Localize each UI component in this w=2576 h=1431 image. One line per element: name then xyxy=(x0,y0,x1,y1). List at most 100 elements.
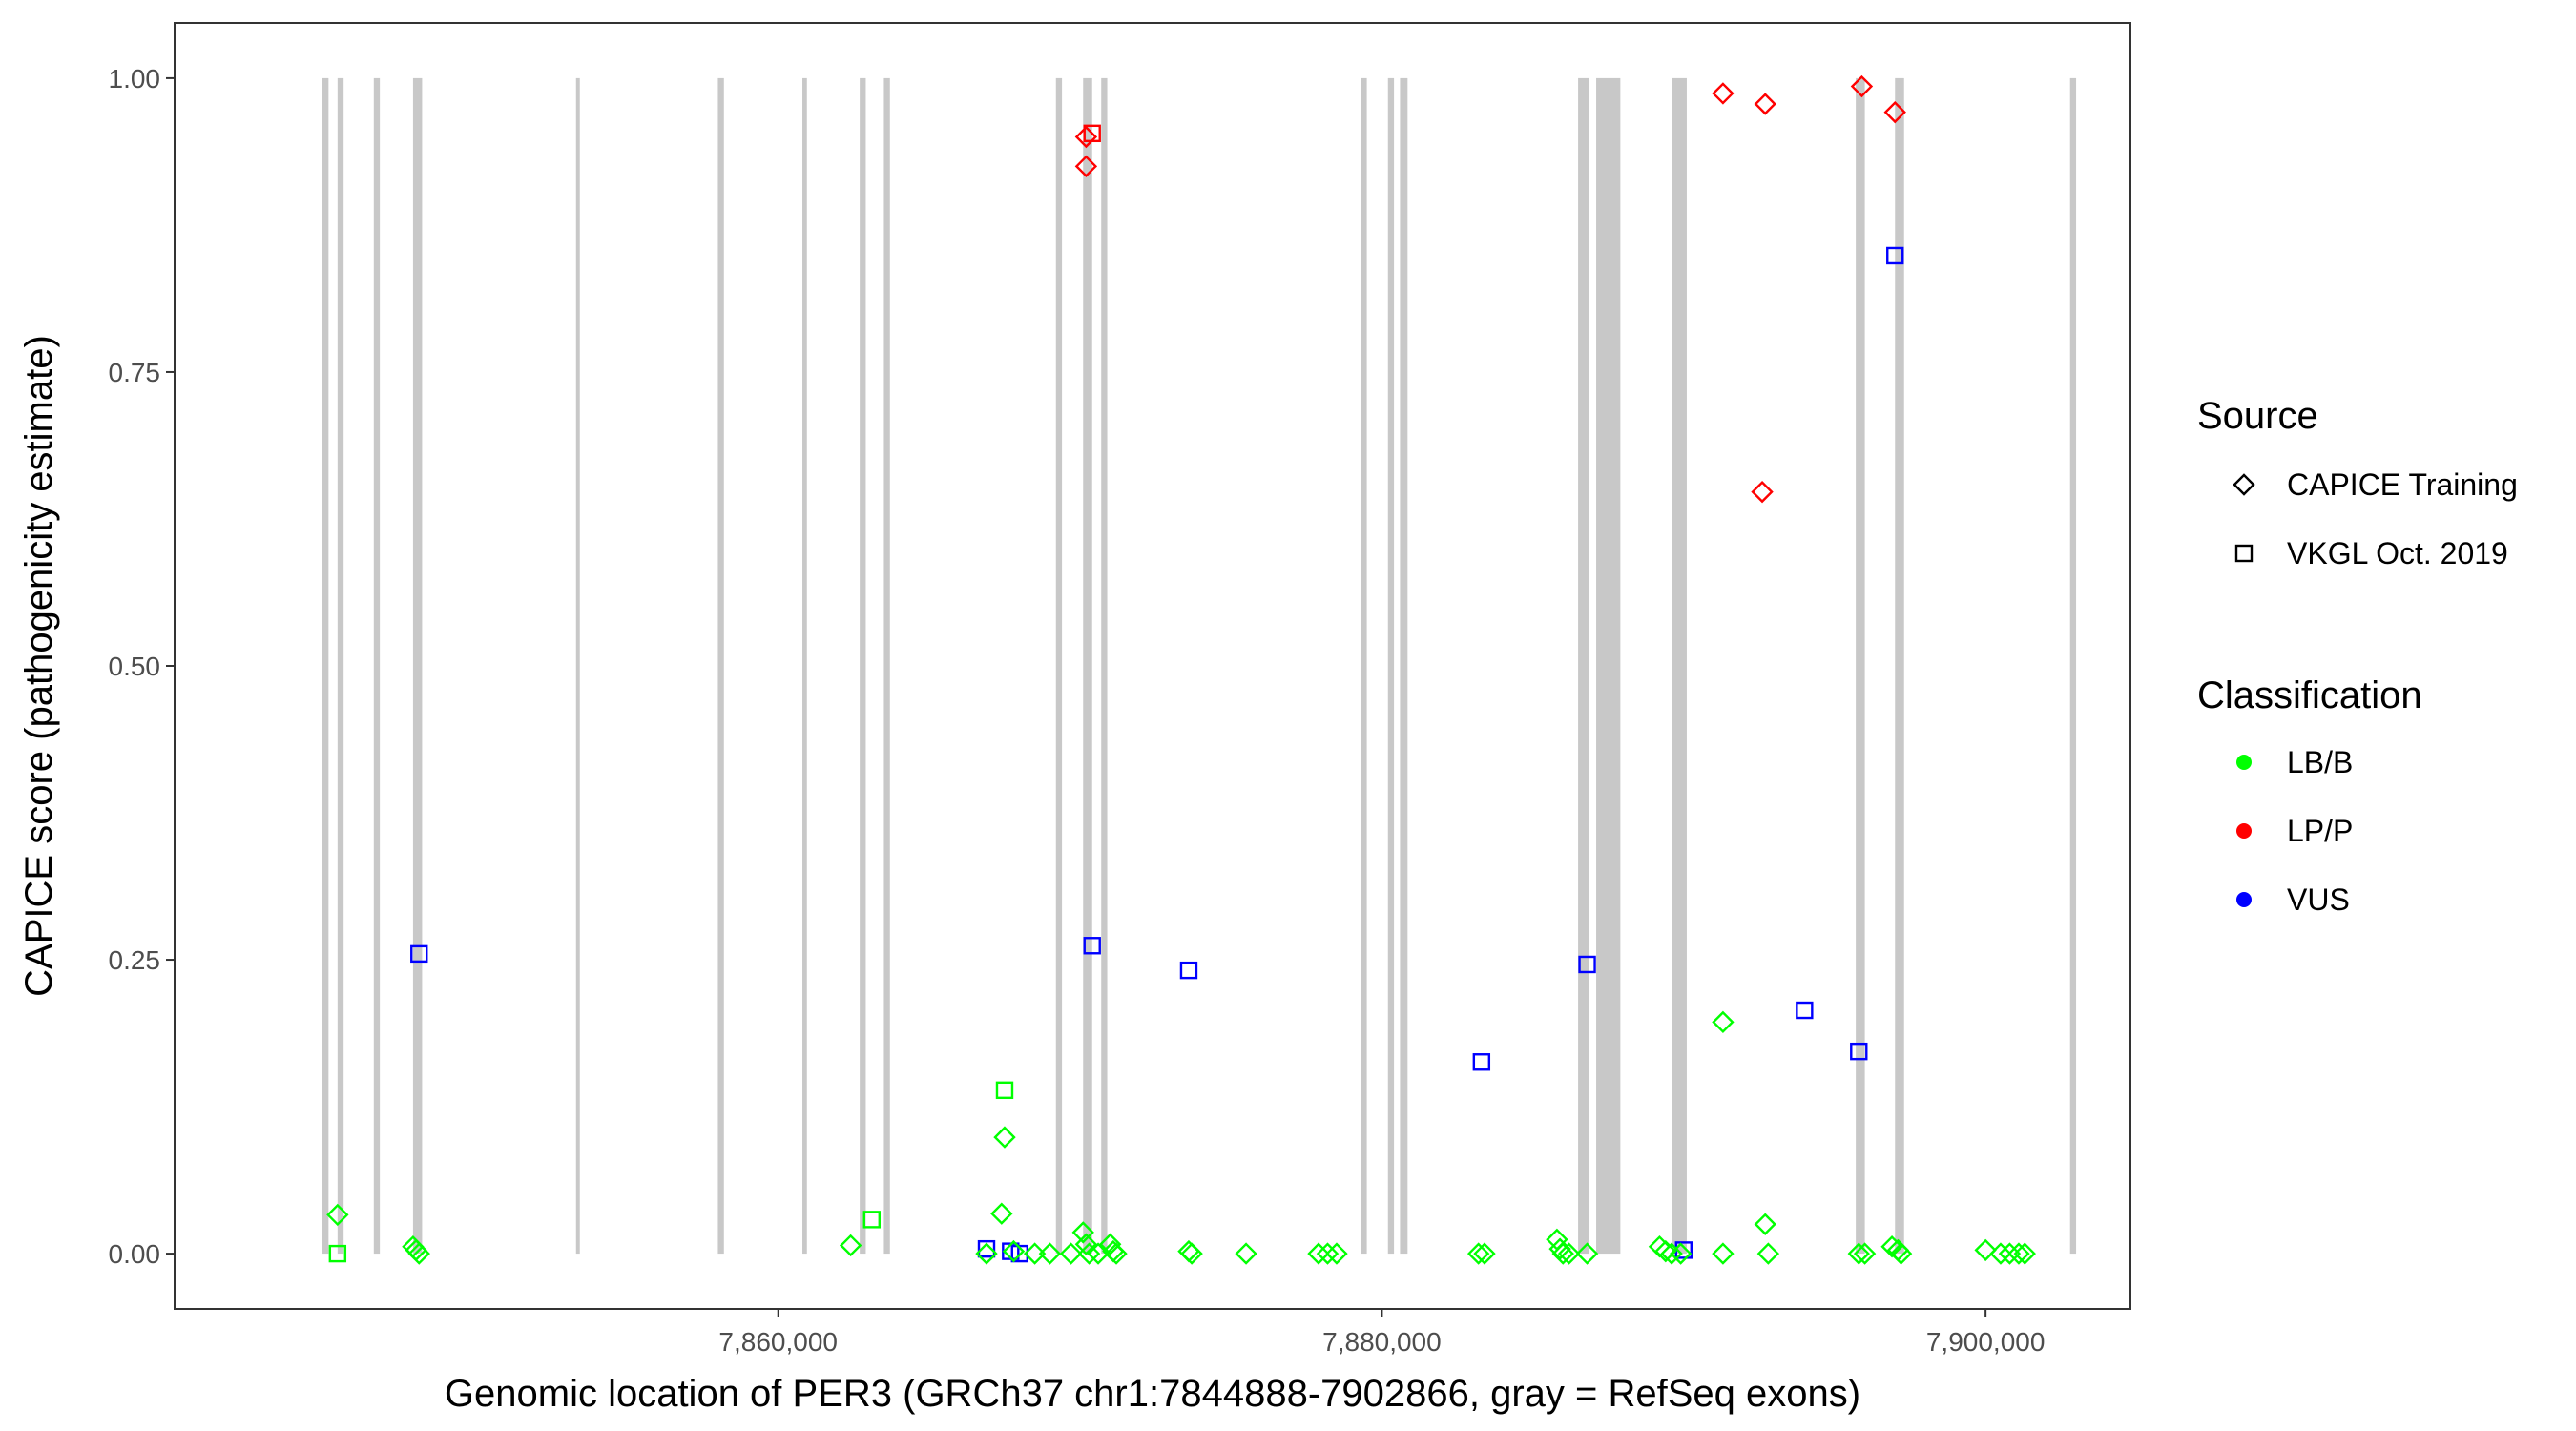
data-point-square xyxy=(328,1244,347,1263)
exon-band xyxy=(717,77,724,1255)
data-point-square xyxy=(1886,246,1904,265)
data-point-square xyxy=(1083,124,1101,143)
y-tick-label: 0.00 xyxy=(109,1239,161,1269)
legend: Source Classification CAPICE Training VKG… xyxy=(2197,395,2518,917)
data-point-diamond xyxy=(1974,1238,1997,1262)
exon-band xyxy=(1672,77,1687,1255)
data-point-diamond xyxy=(1654,1239,1677,1263)
legend-color-key xyxy=(2236,755,2252,770)
data-point-diamond xyxy=(839,1234,862,1257)
data-point-diamond xyxy=(1002,1239,1026,1263)
exon-band xyxy=(322,77,329,1255)
exon-band xyxy=(1083,77,1092,1255)
data-point-square xyxy=(1850,1042,1868,1061)
x-tick-label: 7,860,000 xyxy=(718,1327,838,1357)
exon-band xyxy=(1578,77,1589,1255)
data-point-diamond xyxy=(1071,1221,1094,1244)
exon-band xyxy=(1596,77,1621,1255)
data-point-diamond xyxy=(407,1242,430,1265)
data-point-diamond xyxy=(1754,1213,1776,1235)
exon-band xyxy=(1055,77,1063,1255)
data-point-diamond xyxy=(1105,1242,1128,1265)
data-point-diamond xyxy=(1989,1242,2012,1265)
data-point-diamond xyxy=(1850,74,1874,98)
data-point-diamond xyxy=(1880,1234,1903,1258)
data-point-square xyxy=(1796,1001,1814,1020)
data-point-diamond xyxy=(1074,1233,1098,1255)
legend-square-key xyxy=(2234,544,2254,563)
exon-band xyxy=(883,77,890,1255)
x-axis-title: Genomic location of PER3 (GRCh37 chr1:78… xyxy=(445,1373,1860,1415)
legend-class-label: VUS xyxy=(2287,882,2350,917)
data-point-diamond xyxy=(1847,1242,1870,1265)
exon-band xyxy=(1400,77,1408,1255)
data-point-diamond xyxy=(1889,1242,1913,1265)
data-point-diamond xyxy=(1023,1242,1047,1265)
data-point-diamond xyxy=(993,1126,1016,1149)
data-point-diamond xyxy=(1307,1242,1330,1265)
data-point-diamond xyxy=(1751,480,1774,504)
data-point-diamond xyxy=(1466,1242,1490,1265)
legend-color-key xyxy=(2236,892,2252,907)
data-point-diamond xyxy=(2013,1242,2036,1265)
exon-band xyxy=(802,77,807,1255)
legend-classification-title: Classification xyxy=(2197,674,2422,716)
data-point-diamond xyxy=(1712,82,1735,105)
data-point-square xyxy=(1472,1053,1491,1071)
y-axis-title: CAPICE score (pathogenicity estimate) xyxy=(18,335,60,997)
x-tick-label: 7,880,000 xyxy=(1322,1327,1442,1357)
data-points xyxy=(326,74,2036,1265)
data-point-diamond xyxy=(2007,1242,2030,1265)
data-point-diamond xyxy=(1669,1242,1693,1265)
data-point-diamond xyxy=(1180,1242,1203,1265)
data-point-diamond xyxy=(1756,1242,1780,1265)
exon-band xyxy=(412,77,423,1255)
data-point-diamond xyxy=(1712,1242,1735,1265)
exon-band xyxy=(337,77,344,1255)
data-point-diamond xyxy=(1059,1242,1083,1265)
exon-band xyxy=(860,77,866,1255)
data-point-diamond xyxy=(990,1202,1013,1225)
data-point-diamond xyxy=(1325,1242,1348,1265)
data-point-square xyxy=(977,1239,996,1258)
legend-color-key xyxy=(2236,823,2252,839)
data-point-diamond xyxy=(1316,1242,1340,1265)
legend-source-label: VKGL Oct. 2019 xyxy=(2287,536,2508,570)
x-tick-label: 7,900,000 xyxy=(1926,1327,2046,1357)
exon-band xyxy=(373,77,381,1255)
data-point-diamond xyxy=(1712,1010,1735,1034)
y-tick-label: 1.00 xyxy=(109,64,161,93)
legend-source-title: Source xyxy=(2197,395,2318,437)
data-point-diamond xyxy=(326,1203,349,1227)
y-tick-label: 0.25 xyxy=(109,945,161,975)
data-point-square xyxy=(1010,1244,1029,1263)
data-point-diamond xyxy=(1235,1242,1257,1265)
data-point-diamond xyxy=(1074,125,1098,149)
data-point-diamond xyxy=(1883,100,1906,124)
data-point-square xyxy=(862,1211,881,1229)
data-point-square xyxy=(1083,937,1101,955)
data-point-diamond xyxy=(1557,1242,1581,1265)
exon-band xyxy=(1856,77,1865,1255)
y-tick-label: 0.75 xyxy=(109,358,161,387)
data-point-diamond xyxy=(1575,1242,1599,1265)
legend-diamond-key xyxy=(2233,473,2255,496)
data-point-square xyxy=(1179,961,1198,980)
exon-band xyxy=(2069,77,2077,1255)
data-point-diamond xyxy=(1754,93,1776,115)
exon-band xyxy=(1895,77,1904,1255)
data-point-diamond xyxy=(1074,155,1098,178)
data-point-diamond xyxy=(975,1242,998,1265)
data-point-diamond xyxy=(1473,1242,1496,1265)
data-point-diamond xyxy=(1853,1242,1877,1265)
axes: 0.00 0.25 0.50 0.75 1.00 7,860,000 7,880,000 7,… xyxy=(109,64,2046,1357)
data-point-diamond xyxy=(1099,1233,1122,1255)
data-point-diamond xyxy=(1998,1242,2022,1265)
data-point-square xyxy=(410,944,428,964)
data-point-diamond xyxy=(1038,1242,1062,1265)
y-tick-label: 0.50 xyxy=(109,652,161,681)
legend-source-label: CAPICE Training xyxy=(2287,467,2518,502)
data-point-diamond xyxy=(1660,1242,1683,1265)
